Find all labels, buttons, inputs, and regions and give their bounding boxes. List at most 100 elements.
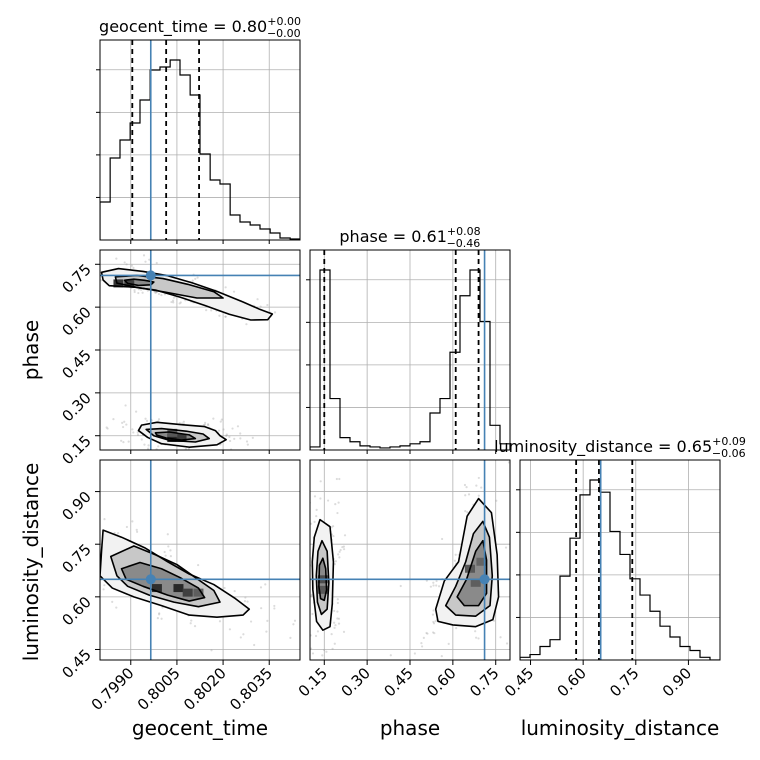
sample-point: [236, 425, 240, 428]
histogram-geocent_time: [100, 59, 300, 240]
grid-lines: [100, 460, 300, 660]
tick-label: 0.30: [338, 664, 374, 700]
density-cell: [193, 588, 204, 597]
sample-point: [335, 477, 338, 481]
sample-point: [115, 257, 118, 260]
contour-line: [137, 421, 227, 448]
panel-geocent_time|luminosity_distance: [90, 460, 309, 660]
truth-point: [479, 574, 490, 585]
panel-geocent_time|phase: [36, 242, 353, 457]
sample-point: [351, 333, 353, 335]
sample-point: [321, 654, 324, 657]
sample-point: [333, 626, 336, 629]
sample-point: [475, 484, 478, 487]
sample-point: [146, 447, 150, 450]
sample-point: [93, 242, 95, 244]
sample-point: [307, 616, 309, 618]
sample-point: [106, 427, 109, 430]
density-cell: [470, 578, 481, 587]
sample-point: [90, 522, 92, 524]
sample-point: [336, 661, 338, 663]
sample-point: [431, 613, 435, 616]
density-cell: [176, 434, 187, 442]
sample-point: [273, 607, 276, 610]
sample-point: [310, 647, 313, 650]
sample-point: [463, 483, 467, 487]
tick-label: 0.45: [58, 346, 94, 382]
sample-point: [239, 432, 242, 435]
title-upper-error: +0.09: [712, 435, 746, 448]
sample-point: [246, 443, 249, 446]
sample-point: [155, 291, 158, 294]
sample-point: [273, 604, 276, 608]
sample-point: [197, 563, 200, 567]
density-cell: [317, 585, 328, 594]
sample-point: [142, 254, 146, 257]
sample-point: [389, 654, 392, 657]
sample-point: [330, 633, 333, 636]
y-axis-label: luminosity_distance: [19, 463, 43, 662]
tick-label: 0.90: [58, 488, 94, 524]
sample-point: [158, 612, 161, 615]
tick-label: 0.8020: [180, 664, 230, 714]
sample-point: [93, 286, 95, 288]
sample-point: [219, 420, 222, 423]
sample-point: [127, 440, 130, 443]
sample-point: [103, 518, 106, 521]
sample-point: [326, 337, 328, 339]
sample-point: [120, 439, 123, 442]
title-lower-error: −0.46: [447, 237, 481, 250]
sample-point: [245, 323, 248, 326]
sample-point: [124, 404, 127, 407]
sample-point: [245, 440, 249, 443]
sample-point: [495, 499, 498, 502]
sample-point: [323, 648, 326, 652]
sample-point: [435, 579, 438, 583]
sample-point: [333, 609, 336, 613]
tick-label: 0.8035: [226, 664, 276, 714]
y-axis-label: phase: [19, 320, 43, 380]
sample-point: [259, 305, 262, 308]
sample-point: [196, 276, 199, 279]
sample-point: [432, 609, 435, 612]
sample-point: [499, 636, 502, 639]
tick-label: 0.45: [58, 646, 94, 682]
sample-point: [249, 620, 253, 623]
sample-point: [115, 606, 118, 609]
sample-point: [123, 420, 126, 423]
sample-point: [148, 258, 151, 261]
sample-point: [225, 433, 228, 436]
sample-point: [190, 453, 192, 455]
sample-point: [144, 417, 147, 420]
tick-label: 0.45: [501, 664, 537, 700]
sample-point: [233, 589, 236, 593]
sample-point: [335, 662, 337, 664]
sample-point: [338, 681, 340, 683]
sample-point: [145, 419, 149, 422]
sample-point: [233, 437, 236, 440]
sample-point: [420, 645, 424, 648]
sample-point: [399, 584, 402, 588]
tick-label: 0.30: [58, 389, 94, 425]
sample-point: [432, 581, 435, 584]
sample-point: [170, 300, 173, 304]
sample-point: [334, 624, 337, 627]
sample-point: [133, 455, 135, 457]
sample-point: [100, 279, 103, 282]
tick-label: 0.45: [380, 664, 416, 700]
sample-point: [157, 418, 161, 421]
tick-label: 0.60: [423, 664, 459, 700]
sample-point: [212, 417, 215, 420]
sample-point: [325, 650, 328, 653]
sample-point: [432, 584, 435, 587]
sample-point: [228, 628, 232, 631]
sample-point: [36, 274, 38, 276]
sample-point: [319, 480, 322, 483]
sample-point: [327, 324, 329, 326]
sample-point: [157, 292, 161, 296]
sample-point: [333, 562, 336, 566]
sample-point: [96, 510, 98, 512]
sample-point: [136, 433, 140, 436]
sample-point: [228, 435, 231, 438]
